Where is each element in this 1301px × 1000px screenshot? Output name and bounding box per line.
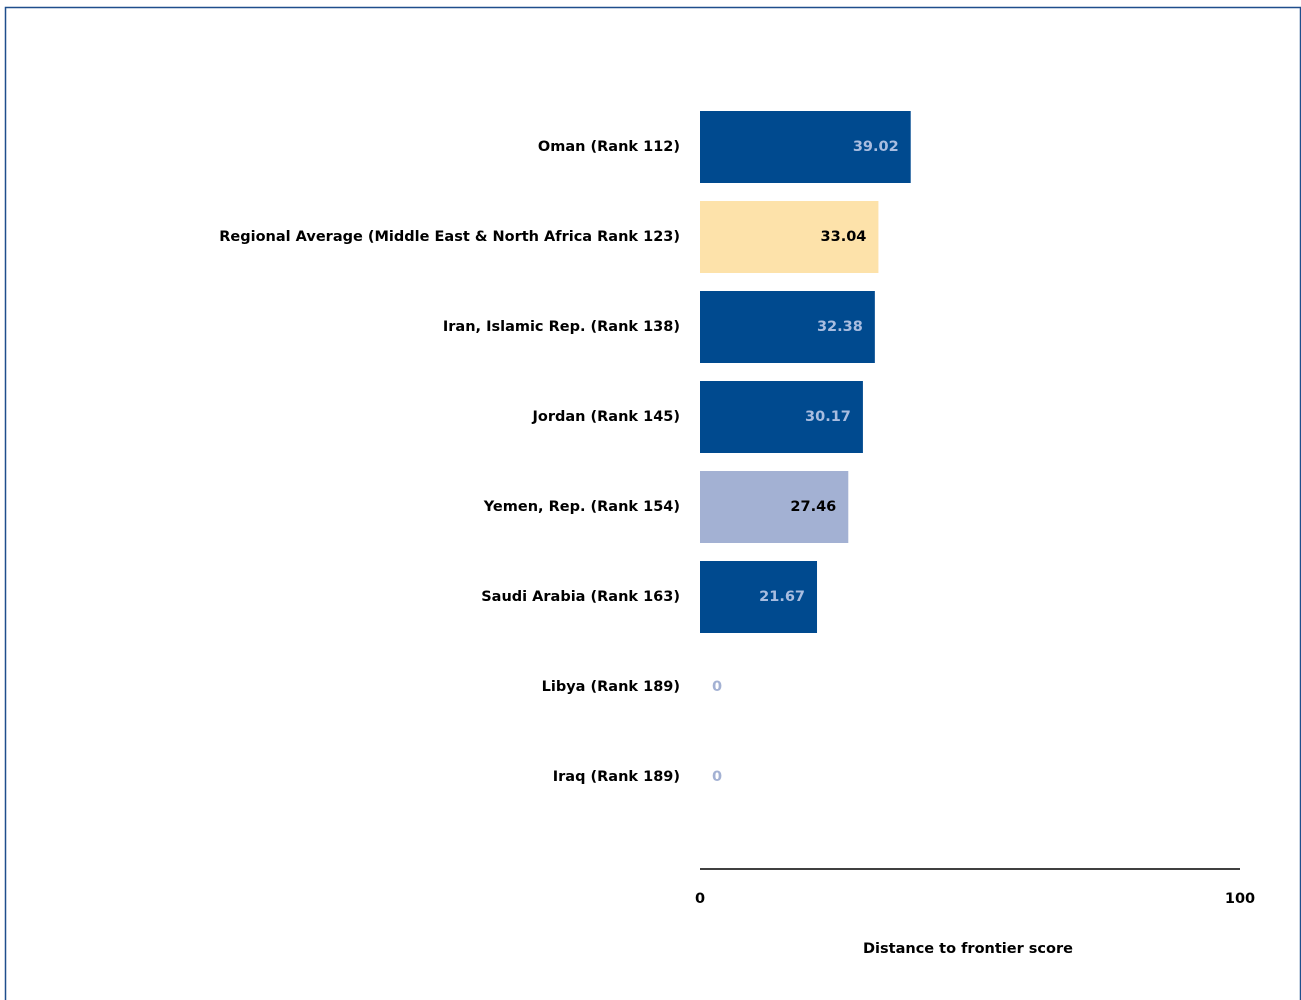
bar [700,471,849,543]
y-tick-label: Iraq (Rank 189) [553,769,680,785]
value-label: 33.04 [821,229,867,245]
bar [700,381,863,453]
x-axis-label: Distance to frontier score [863,941,1073,957]
y-tick-label: Jordan (Rank 145) [531,409,680,425]
value-label: 39.02 [853,139,899,155]
bar [700,111,911,183]
y-tick-label: Libya (Rank 189) [542,679,680,695]
y-tick-label: Regional Average (Middle East & North Af… [219,229,680,245]
bar [700,561,818,633]
y-tick-label: Iran, Islamic Rep. (Rank 138) [443,319,680,335]
value-label: 21.67 [759,589,805,605]
value-label: 30.17 [805,409,851,425]
x-tick-label: 0 [695,891,705,907]
x-tick-label: 100 [1225,891,1255,907]
value-label: 0 [712,769,722,785]
bar [700,201,879,273]
y-tick-label: Saudi Arabia (Rank 163) [481,589,680,605]
value-label: 32.38 [817,319,863,335]
value-label: 0 [712,679,722,695]
bar [700,291,875,363]
value-label: 27.46 [790,499,836,515]
y-tick-label: Oman (Rank 112) [538,139,680,155]
y-tick-label: Yemen, Rep. (Rank 154) [483,499,680,515]
